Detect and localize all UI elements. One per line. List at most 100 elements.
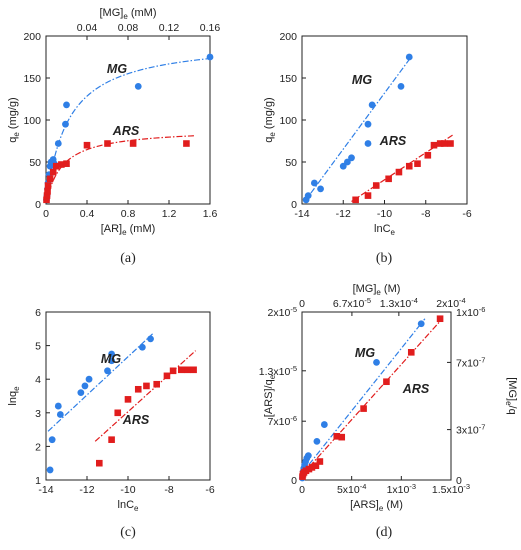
x-axis-label: [AR]e (mM) — [101, 223, 156, 237]
y-tick-label: 2x10-5 — [268, 305, 297, 319]
top-x-tick-label: 0 — [299, 298, 305, 310]
fit-line-mg — [301, 318, 426, 474]
data-point-mg — [313, 437, 321, 445]
series-label-ars: ARS — [112, 124, 140, 138]
x-tick-label: 0.4 — [80, 208, 95, 220]
series-label-ars: ARS — [122, 413, 150, 427]
data-point-ars — [441, 140, 448, 147]
data-point-mg — [108, 357, 115, 365]
fit-line-ars — [45, 135, 195, 203]
data-point-ars — [153, 380, 160, 388]
y-tick-label: 50 — [29, 157, 41, 169]
data-point-mg — [54, 140, 62, 147]
series-label-ars: ARS — [379, 134, 407, 148]
data-point-ars — [114, 409, 122, 417]
y-tick-label: 0 — [35, 199, 41, 211]
data-point-ars — [49, 168, 57, 176]
right-y-tick-label: 1x10-6 — [456, 305, 485, 319]
data-point-ars — [395, 168, 403, 176]
top-x-tick-label: 0.04 — [77, 22, 98, 34]
y-tick-label: 1 — [35, 475, 41, 487]
plot-frame — [45, 311, 211, 481]
data-point-ars — [52, 162, 60, 170]
top-x-tick-label: 1.3x10-4 — [380, 296, 418, 310]
data-point-ars — [96, 459, 103, 467]
data-point-mg — [368, 101, 376, 109]
top-x-axis-label: [MG]e (M) — [353, 283, 401, 297]
x-tick-label: 1x10-3 — [387, 482, 416, 496]
x-axis-label: lnCe — [118, 499, 140, 513]
panel-caption: (a) — [120, 251, 136, 266]
y-tick-label: 100 — [23, 115, 41, 127]
data-point-ars — [124, 396, 132, 403]
data-point-mg — [343, 158, 351, 166]
x-tick-label: -12 — [79, 484, 94, 496]
y-tick-label: 100 — [279, 115, 297, 127]
data-point-ars — [44, 188, 51, 195]
data-point-mg — [397, 83, 405, 90]
x-tick-label: 0 — [299, 484, 305, 496]
y-axis-label: qe (mg/g) — [263, 97, 277, 142]
y-axis-label: qe (mg/g) — [7, 97, 21, 142]
data-point-mg — [304, 192, 312, 200]
data-point-ars — [385, 175, 392, 183]
y-axis-label: [ARS]/qe — [263, 374, 277, 417]
fit-line-ars — [94, 350, 197, 442]
data-point-ars — [129, 140, 137, 147]
data-point-mg — [85, 375, 93, 383]
data-point-mg — [304, 452, 312, 460]
y-tick-label: 150 — [23, 73, 41, 85]
data-point-ars — [338, 433, 346, 441]
data-point-mg — [134, 83, 142, 90]
panel-caption: (c) — [120, 525, 136, 540]
data-point-mg — [63, 101, 70, 109]
data-point-ars — [163, 372, 171, 380]
data-point-ars — [414, 160, 421, 167]
data-point-mg — [77, 389, 85, 397]
y-tick-label: 7x10-6 — [268, 414, 297, 428]
y-tick-label: 150 — [279, 73, 297, 85]
y-tick-label: 200 — [279, 31, 297, 43]
data-point-mg — [405, 53, 413, 61]
right-y-tick-label: 0 — [456, 475, 462, 487]
data-point-ars — [63, 160, 70, 167]
y-tick-label: 2 — [35, 441, 41, 453]
data-point-mg — [48, 436, 56, 444]
data-point-ars — [364, 192, 372, 199]
panel-d: 0 5x10-4 1x10-3 1.5x10-307x10-61.3x10-52x10… — [259, 283, 518, 540]
data-point-ars — [46, 175, 54, 183]
x-tick-label: -6 — [462, 208, 471, 220]
right-y-tick-label: 3x10-7 — [456, 423, 485, 437]
data-point-mg — [348, 154, 355, 162]
data-point-ars — [83, 141, 91, 149]
y-tick-label: 6 — [35, 307, 41, 319]
x-tick-label: -8 — [421, 208, 430, 220]
data-point-ars — [360, 405, 367, 412]
data-point-ars — [436, 315, 444, 323]
data-point-mg — [104, 367, 111, 375]
data-point-ars — [169, 367, 177, 375]
series-label-mg: MG — [352, 73, 372, 87]
data-point-ars — [333, 433, 341, 440]
data-point-mg — [147, 335, 154, 343]
data-point-mg — [417, 320, 425, 328]
data-point-mg — [138, 343, 146, 351]
data-point-ars — [383, 378, 390, 386]
data-point-ars — [405, 162, 413, 170]
y-tick-label: 200 — [23, 31, 41, 43]
data-point-ars — [108, 436, 115, 443]
data-point-ars — [184, 366, 191, 374]
top-x-axis-label: [MG]e (mM) — [99, 7, 156, 21]
series-label-ars: ARS — [402, 382, 430, 396]
right-y-axis-label: [MG]e/q — [504, 377, 518, 414]
x-tick-label: 0 — [43, 208, 49, 220]
data-point-ars — [407, 349, 415, 356]
data-point-mg — [56, 411, 64, 418]
data-point-mg — [364, 120, 372, 128]
x-tick-label: 0.8 — [121, 208, 136, 220]
data-point-ars — [372, 182, 380, 189]
y-tick-label: 4 — [35, 374, 41, 386]
x-axis-label: [ARS]e (M) — [350, 499, 403, 513]
top-x-tick-label: 6.7x10-5 — [333, 296, 371, 310]
fit-line-mg — [47, 333, 154, 432]
